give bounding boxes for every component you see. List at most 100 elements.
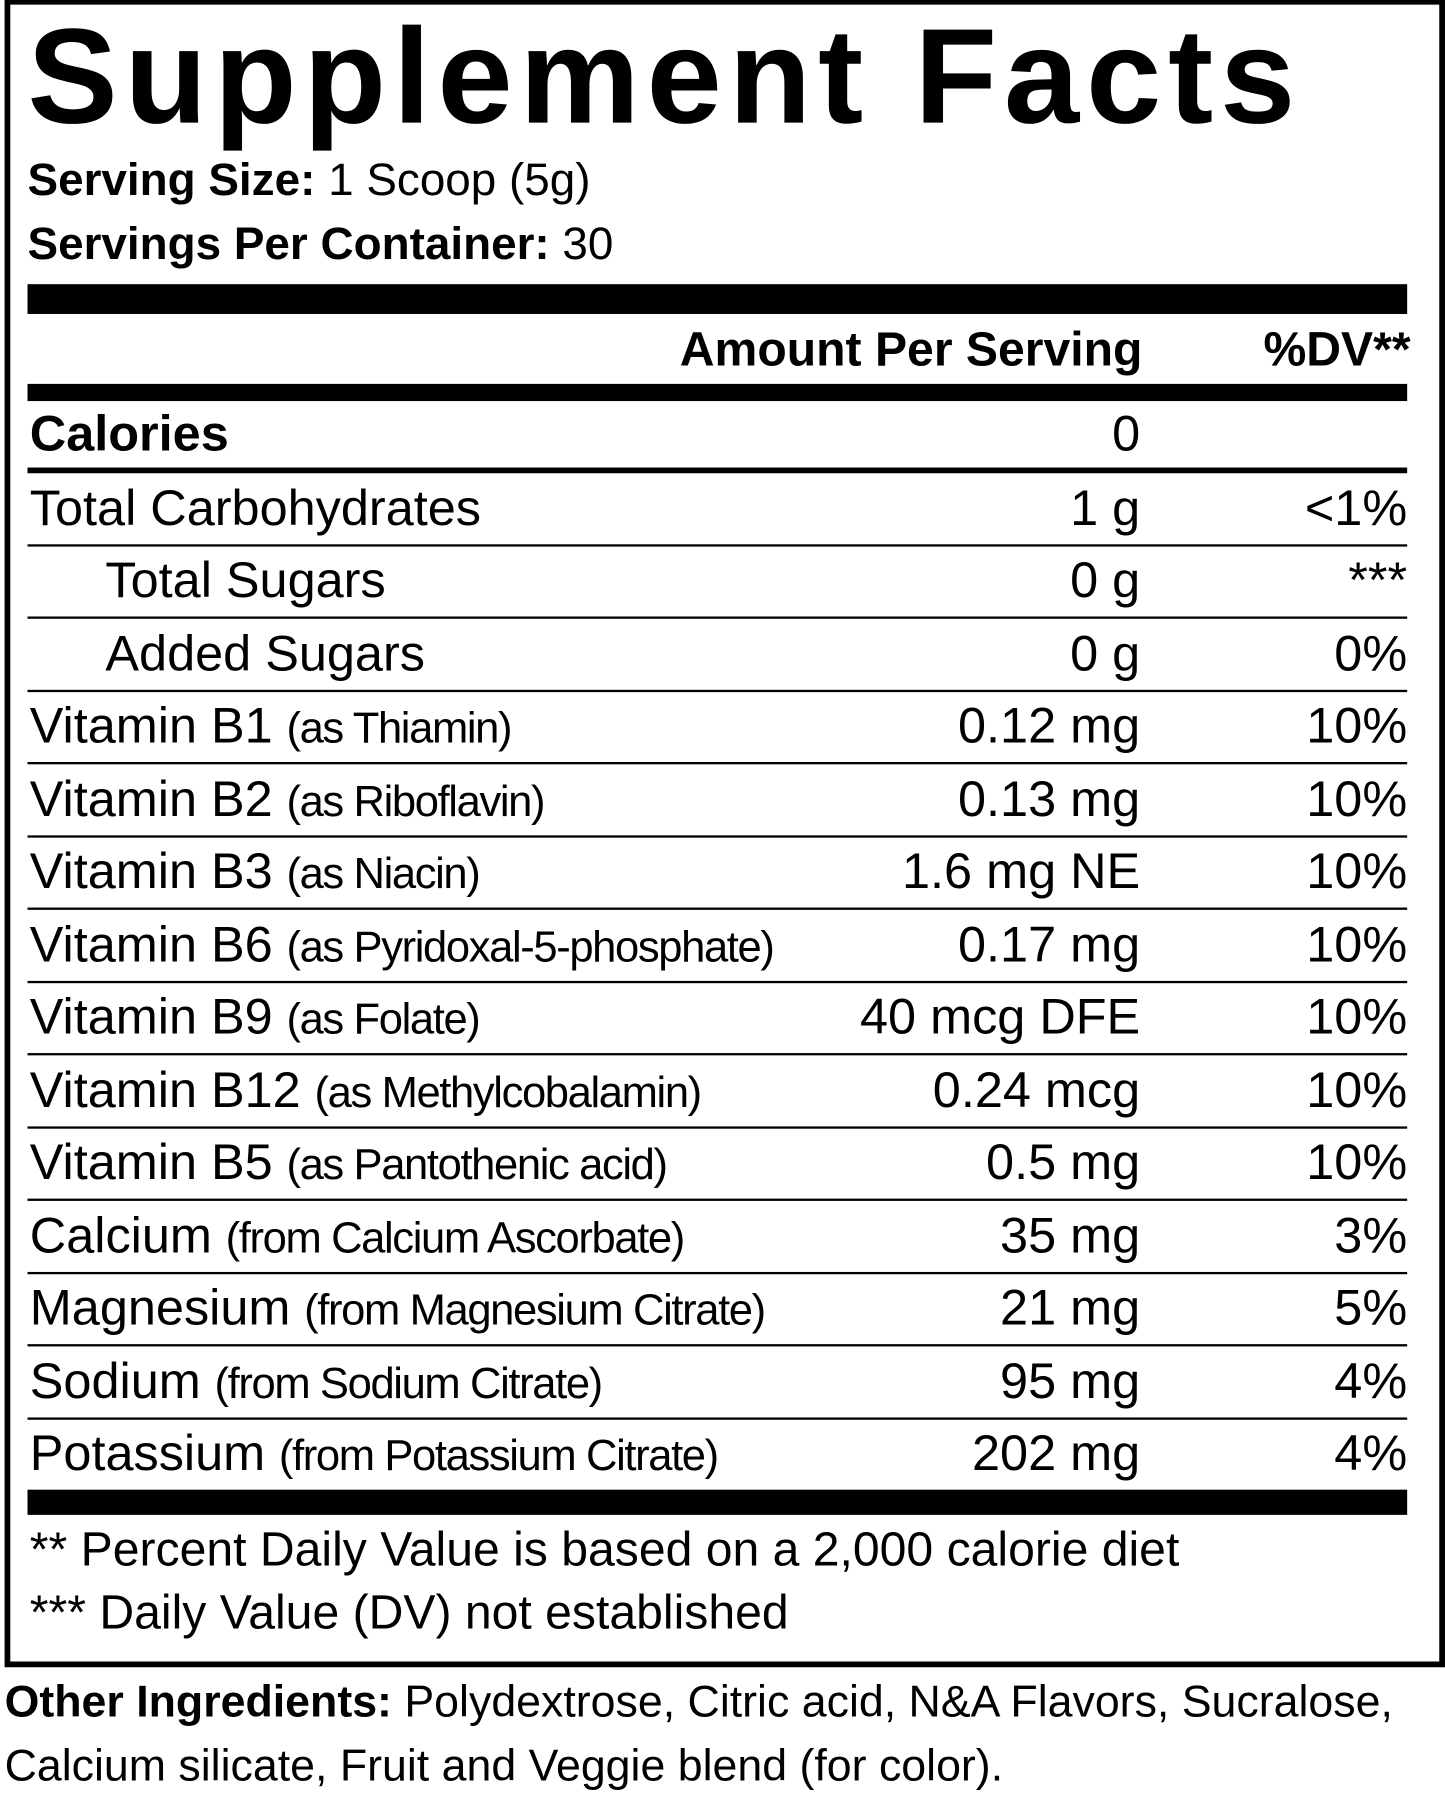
nutrient-name-cell: Sodium (from Sodium Citrate) bbox=[29, 1353, 603, 1410]
serving-size-label: Serving Size: bbox=[27, 154, 316, 206]
daily-value: 10% bbox=[1306, 1134, 1408, 1191]
amount: 0.17 mg bbox=[957, 916, 1141, 973]
nutrient-source: (as Riboflavin) bbox=[286, 777, 545, 826]
nutrient-row: Vitamin B3 (as Niacin) 1.6 mg NE 10% bbox=[27, 837, 1408, 910]
nutrient-name-cell: Vitamin B1 (as Thiamin) bbox=[29, 698, 513, 755]
amount: 0.12 mg bbox=[957, 698, 1141, 755]
nutrient-name-cell: Calcium (from Calcium Ascorbate) bbox=[29, 1207, 686, 1264]
nutrient-name-cell: Vitamin B9 (as Folate) bbox=[29, 989, 481, 1046]
amount: 40 mcg DFE bbox=[859, 989, 1141, 1046]
nutrient-name: Calories bbox=[29, 405, 229, 462]
nutrient-name: Vitamin B2 bbox=[29, 770, 273, 828]
nutrient-row: Total Carbohydrates 1 g <1% bbox=[27, 473, 1408, 547]
nutrient-name: Added Sugars bbox=[105, 625, 425, 682]
nutrient-source: (as Folate) bbox=[286, 996, 480, 1045]
nutrient-name-cell: Added Sugars bbox=[105, 625, 425, 682]
other-ingredients-text: Polydextrose, Citric acid, N&A Flavors, … bbox=[4, 1677, 1393, 1792]
footnote: *** Daily Value (DV) not established bbox=[29, 1584, 789, 1639]
footnote: ** Percent Daily Value is based on a 2,0… bbox=[29, 1521, 1180, 1576]
nutrient-name: Vitamin B6 bbox=[29, 916, 273, 973]
thick-rule bbox=[27, 383, 1408, 402]
nutrient-row: Vitamin B5 (as Pantothenic acid) 0.5 mg 10% bbox=[27, 1128, 1408, 1201]
nutrient-name: Vitamin B9 bbox=[29, 989, 273, 1046]
nutrient-name: Total Sugars bbox=[105, 552, 386, 609]
amount: 0.13 mg bbox=[957, 770, 1141, 828]
other-ingredients: Other Ingredients: Polydextrose, Citric … bbox=[5, 1671, 1443, 1799]
other-ingredients-label: Other Ingredients: bbox=[4, 1677, 392, 1727]
nutrient-row: Magnesium (from Magnesium Citrate) 21 mg 5% bbox=[27, 1274, 1408, 1347]
daily-value: 10% bbox=[1306, 916, 1408, 973]
nutrient-name-cell: Total Sugars bbox=[105, 553, 385, 610]
daily-value: 10% bbox=[1306, 770, 1408, 828]
nutrient-name-cell: Vitamin B12 (as Methylcobalamin) bbox=[29, 1061, 702, 1119]
nutrient-name: Potassium bbox=[29, 1425, 266, 1482]
facts-box bbox=[4, 0, 1445, 1668]
nutrient-name-cell: Vitamin B3 (as Niacin) bbox=[29, 843, 481, 901]
nutrient-source: (from Magnesium Citrate) bbox=[304, 1287, 766, 1336]
serving-size: Serving Size: 1 Scoop (5g) bbox=[28, 152, 591, 207]
nutrient-row: Added Sugars 0 g 0% bbox=[27, 619, 1408, 692]
amount: 0.5 mg bbox=[986, 1134, 1141, 1191]
servings-value: 30 bbox=[562, 218, 614, 270]
amount: 0 g bbox=[1070, 552, 1141, 609]
amount: 35 mg bbox=[1000, 1207, 1141, 1264]
nutrient-name: Calcium bbox=[29, 1207, 212, 1264]
amount: 0.24 mcg bbox=[932, 1061, 1141, 1119]
servings-label: Servings Per Container: bbox=[27, 218, 550, 270]
nutrient-row: Vitamin B12 (as Methylcobalamin) 0.24 mcg 1… bbox=[27, 1055, 1408, 1129]
daily-value: 5% bbox=[1334, 1280, 1408, 1337]
servings-per-container: Servings Per Container: 30 bbox=[28, 217, 614, 272]
dv-header: %DV** bbox=[1263, 321, 1411, 376]
nutrient-source: (from Potassium Citrate) bbox=[278, 1432, 719, 1481]
nutrient-name: Vitamin B1 bbox=[29, 698, 273, 755]
nutrient-source: (from Sodium Citrate) bbox=[214, 1359, 603, 1409]
nutrient-table: Calories 0 Total Carbohydrates 1 g <1% Total … bbox=[27, 401, 1408, 1490]
daily-value: 10% bbox=[1306, 843, 1408, 900]
nutrient-name-cell: Vitamin B6 (as Pyridoxal-5-phosphate) bbox=[29, 916, 775, 973]
nutrient-source: (as Pyridoxal-5-phosphate) bbox=[286, 923, 774, 972]
nutrient-name-cell: Vitamin B2 (as Riboflavin) bbox=[29, 770, 546, 828]
nutrient-name: Vitamin B12 bbox=[29, 1061, 301, 1119]
thick-rule bbox=[27, 284, 1408, 314]
nutrient-row: Vitamin B6 (as Pyridoxal-5-phosphate) 0.17… bbox=[27, 910, 1408, 983]
nutrient-source: (as Methylcobalamin) bbox=[314, 1068, 702, 1117]
nutrient-row: Sodium (from Sodium Citrate) 95 mg 4% bbox=[27, 1346, 1408, 1420]
nutrient-name-cell: Potassium (from Potassium Citrate) bbox=[29, 1425, 719, 1483]
daily-value: 4% bbox=[1334, 1353, 1408, 1410]
amount: 202 mg bbox=[971, 1425, 1141, 1482]
nutrient-row: Potassium (from Potassium Citrate) 202 mg 4… bbox=[28, 1419, 1408, 1489]
nutrient-row: Vitamin B9 (as Folate) 40 mcg DFE 10% bbox=[27, 983, 1408, 1056]
title: Supplement Facts bbox=[27, 1, 1303, 153]
daily-value: 10% bbox=[1306, 698, 1408, 755]
amount-header: Amount Per Serving bbox=[679, 321, 1143, 376]
nutrient-row: Total Sugars 0 g *** bbox=[27, 546, 1408, 619]
nutrient-name: Total Carbohydrates bbox=[29, 479, 482, 536]
nutrient-row: Vitamin B2 (as Riboflavin) 0.13 mg 10% bbox=[27, 764, 1408, 838]
nutrient-row: Calcium (from Calcium Ascorbate) 35 mg 3% bbox=[27, 1201, 1408, 1274]
amount: 95 mg bbox=[1000, 1353, 1141, 1410]
daily-value: *** bbox=[1348, 552, 1408, 609]
nutrient-name-cell: Vitamin B5 (as Pantothenic acid) bbox=[29, 1134, 668, 1192]
amount: 1 g bbox=[1070, 479, 1141, 536]
daily-value: 10% bbox=[1306, 1061, 1408, 1119]
nutrient-name: Vitamin B5 bbox=[29, 1134, 273, 1191]
nutrient-name: Magnesium bbox=[29, 1280, 291, 1337]
nutrient-source: (as Thiamin) bbox=[286, 705, 512, 754]
nutrient-row: Vitamin B1 (as Thiamin) 0.12 mg 10% bbox=[27, 692, 1408, 765]
nutrient-source: (as Niacin) bbox=[286, 850, 480, 899]
nutrient-name-cell: Magnesium (from Magnesium Citrate) bbox=[29, 1280, 766, 1337]
daily-value: 4% bbox=[1334, 1425, 1408, 1482]
amount: 1.6 mg NE bbox=[901, 843, 1141, 900]
nutrient-source: (from Calcium Ascorbate) bbox=[225, 1214, 686, 1263]
nutrient-name: Sodium bbox=[29, 1353, 201, 1410]
nutrient-source: (as Pantothenic acid) bbox=[286, 1141, 668, 1190]
daily-value: 0% bbox=[1334, 625, 1408, 682]
nutrient-name: Vitamin B3 bbox=[29, 843, 273, 900]
daily-value: 10% bbox=[1306, 989, 1408, 1046]
daily-value: <1% bbox=[1304, 479, 1408, 536]
nutrient-row: Calories 0 bbox=[27, 401, 1408, 474]
thick-rule bbox=[27, 1489, 1408, 1515]
nutrient-name-cell: Calories bbox=[30, 406, 229, 463]
